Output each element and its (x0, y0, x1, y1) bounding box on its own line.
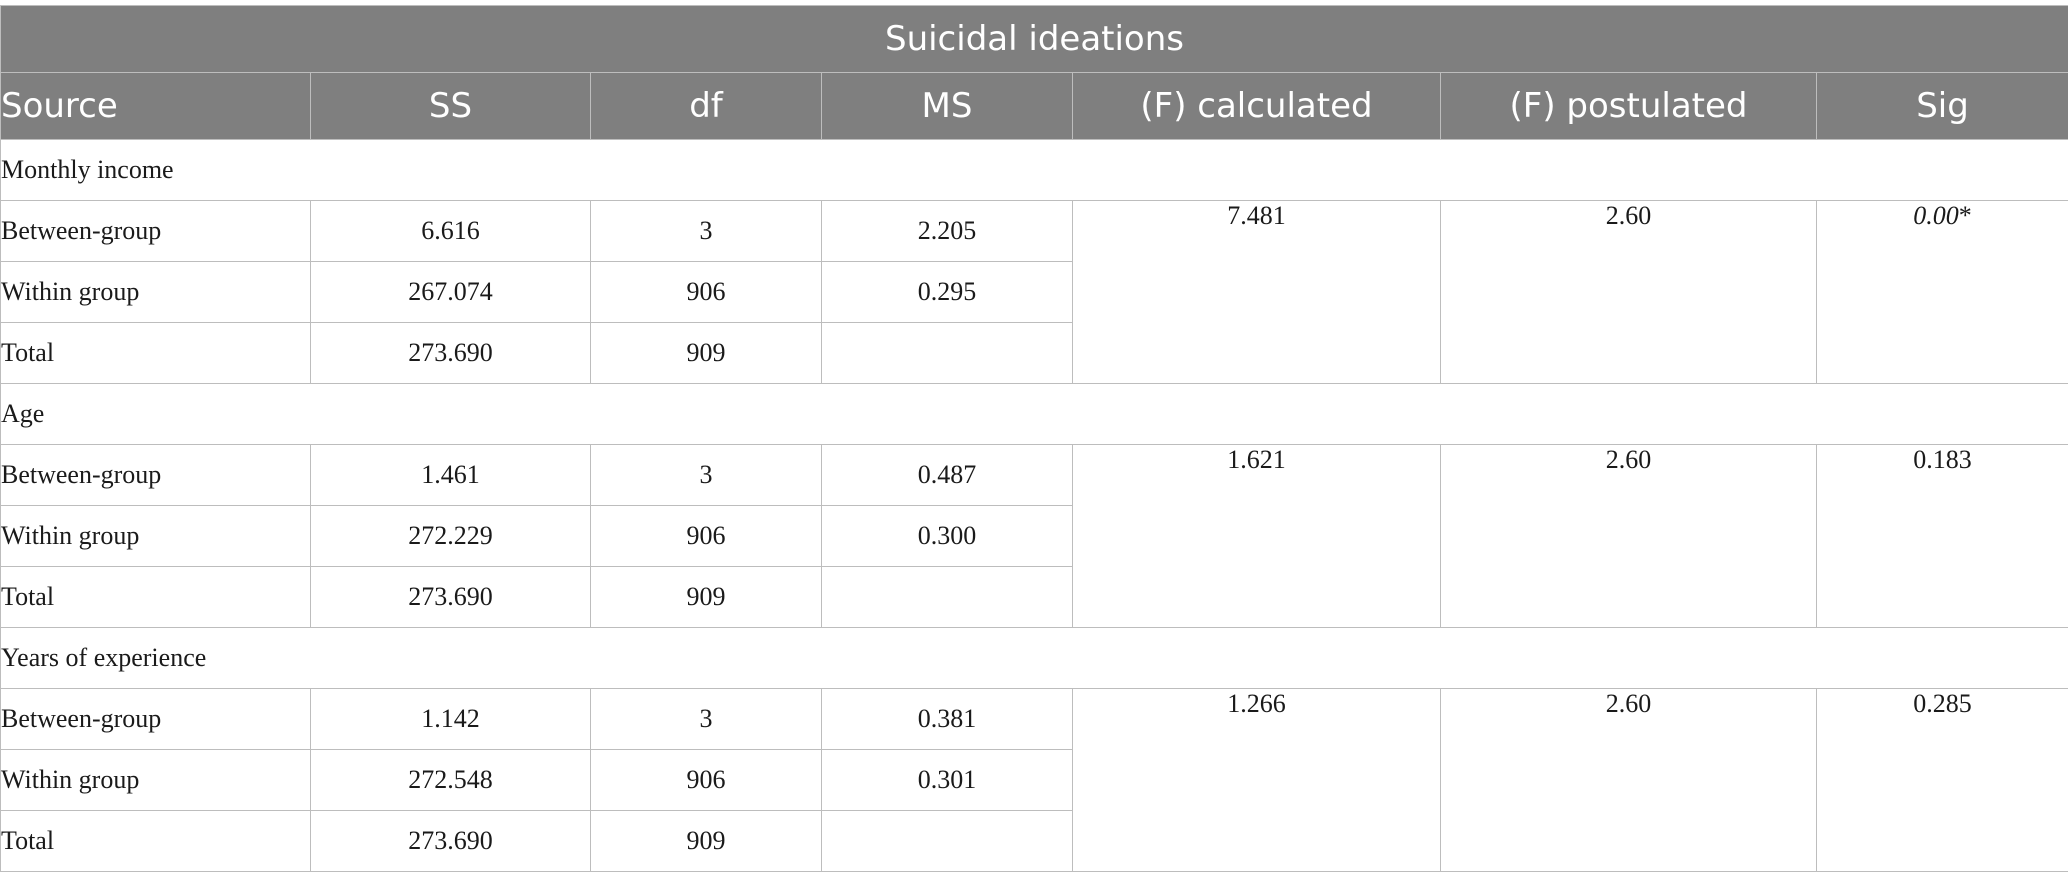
source-cell: Within group (0, 505, 311, 567)
sig-value: 0.285 (1913, 689, 1972, 718)
df-cell: 909 (590, 566, 822, 628)
table-row: Total 273.690 909 (0, 566, 2068, 628)
f-postulated-cell: 2.60 (1440, 200, 1817, 384)
table-title: Suicidal ideations (0, 5, 2068, 73)
column-header-f-postulated: (F) postulated (1440, 72, 1817, 140)
source-cell: Total (0, 322, 311, 384)
source-cell: Between-group (0, 444, 311, 506)
df-cell: 909 (590, 810, 822, 872)
table-row: Within group 272.229 906 0.300 (0, 505, 2068, 567)
sig-cell: 0.285 (1816, 688, 2068, 872)
ms-cell: 0.381 (821, 688, 1073, 750)
group-label-row: Age (0, 383, 2068, 445)
column-header-row: Source SS df MS (F) calculated (F) postu… (0, 72, 2068, 140)
source-cell: Total (0, 566, 311, 628)
group-label-row: Years of experience (0, 627, 2068, 689)
significance-mark: * (1958, 201, 1972, 230)
df-cell: 3 (590, 444, 822, 506)
ms-cell (821, 810, 1073, 872)
sig-value: 0.00 (1913, 201, 1959, 230)
anova-table: Suicidal ideations Source SS df MS (F) c… (0, 5, 2068, 872)
table-title-row: Suicidal ideations (0, 5, 2068, 73)
table-row: Between-group 1.142 3 0.381 1.266 2.60 0… (0, 688, 2068, 872)
ss-cell: 267.074 (310, 261, 591, 323)
df-cell: 906 (590, 505, 822, 567)
ss-cell: 273.690 (310, 566, 591, 628)
df-cell: 3 (590, 200, 822, 262)
ms-cell: 0.301 (821, 749, 1073, 811)
ss-cell: 272.229 (310, 505, 591, 567)
ss-cell: 1.142 (310, 688, 591, 750)
ss-cell: 273.690 (310, 322, 591, 384)
group-label: Age (0, 383, 2068, 445)
column-header-source: Source (0, 72, 311, 140)
df-cell: 3 (590, 688, 822, 750)
sig-cell: 0.183 (1816, 444, 2068, 628)
column-header-df: df (590, 72, 822, 140)
ms-cell: 0.295 (821, 261, 1073, 323)
sig-cell: 0.00* (1816, 200, 2068, 384)
source-cell: Within group (0, 749, 311, 811)
column-header-ms: MS (821, 72, 1073, 140)
f-calculated-cell: 7.481 (1072, 200, 1441, 384)
source-cell: Between-group (0, 688, 311, 750)
ss-cell: 1.461 (310, 444, 591, 506)
column-header-sig: Sig (1816, 72, 2068, 140)
ms-cell: 0.487 (821, 444, 1073, 506)
f-calculated-cell: 1.266 (1072, 688, 1441, 872)
ms-cell: 2.205 (821, 200, 1073, 262)
ms-cell (821, 322, 1073, 384)
source-cell: Between-group (0, 200, 311, 262)
ss-cell: 6.616 (310, 200, 591, 262)
column-header-f-calculated: (F) calculated (1072, 72, 1441, 140)
df-cell: 906 (590, 261, 822, 323)
table-row: Total 273.690 909 (0, 322, 2068, 384)
df-cell: 906 (590, 749, 822, 811)
ss-cell: 273.690 (310, 810, 591, 872)
group-label-row: Monthly income (0, 139, 2068, 201)
table-row: Total 273.690 909 (0, 810, 2068, 872)
f-postulated-cell: 2.60 (1440, 444, 1817, 628)
ss-cell: 272.548 (310, 749, 591, 811)
table-row: Between-group 6.616 3 2.205 7.481 2.60 0… (0, 200, 2068, 384)
column-header-ss: SS (310, 72, 591, 140)
source-cell: Total (0, 810, 311, 872)
sig-value: 0.183 (1913, 445, 1972, 474)
group-label: Years of experience (0, 627, 2068, 689)
f-postulated-cell: 2.60 (1440, 688, 1817, 872)
ms-cell: 0.300 (821, 505, 1073, 567)
group-label: Monthly income (0, 139, 2068, 201)
f-calculated-cell: 1.621 (1072, 444, 1441, 628)
source-cell: Within group (0, 261, 311, 323)
ms-cell (821, 566, 1073, 628)
table-row: Between-group 1.461 3 0.487 1.621 2.60 0… (0, 444, 2068, 628)
df-cell: 909 (590, 322, 822, 384)
